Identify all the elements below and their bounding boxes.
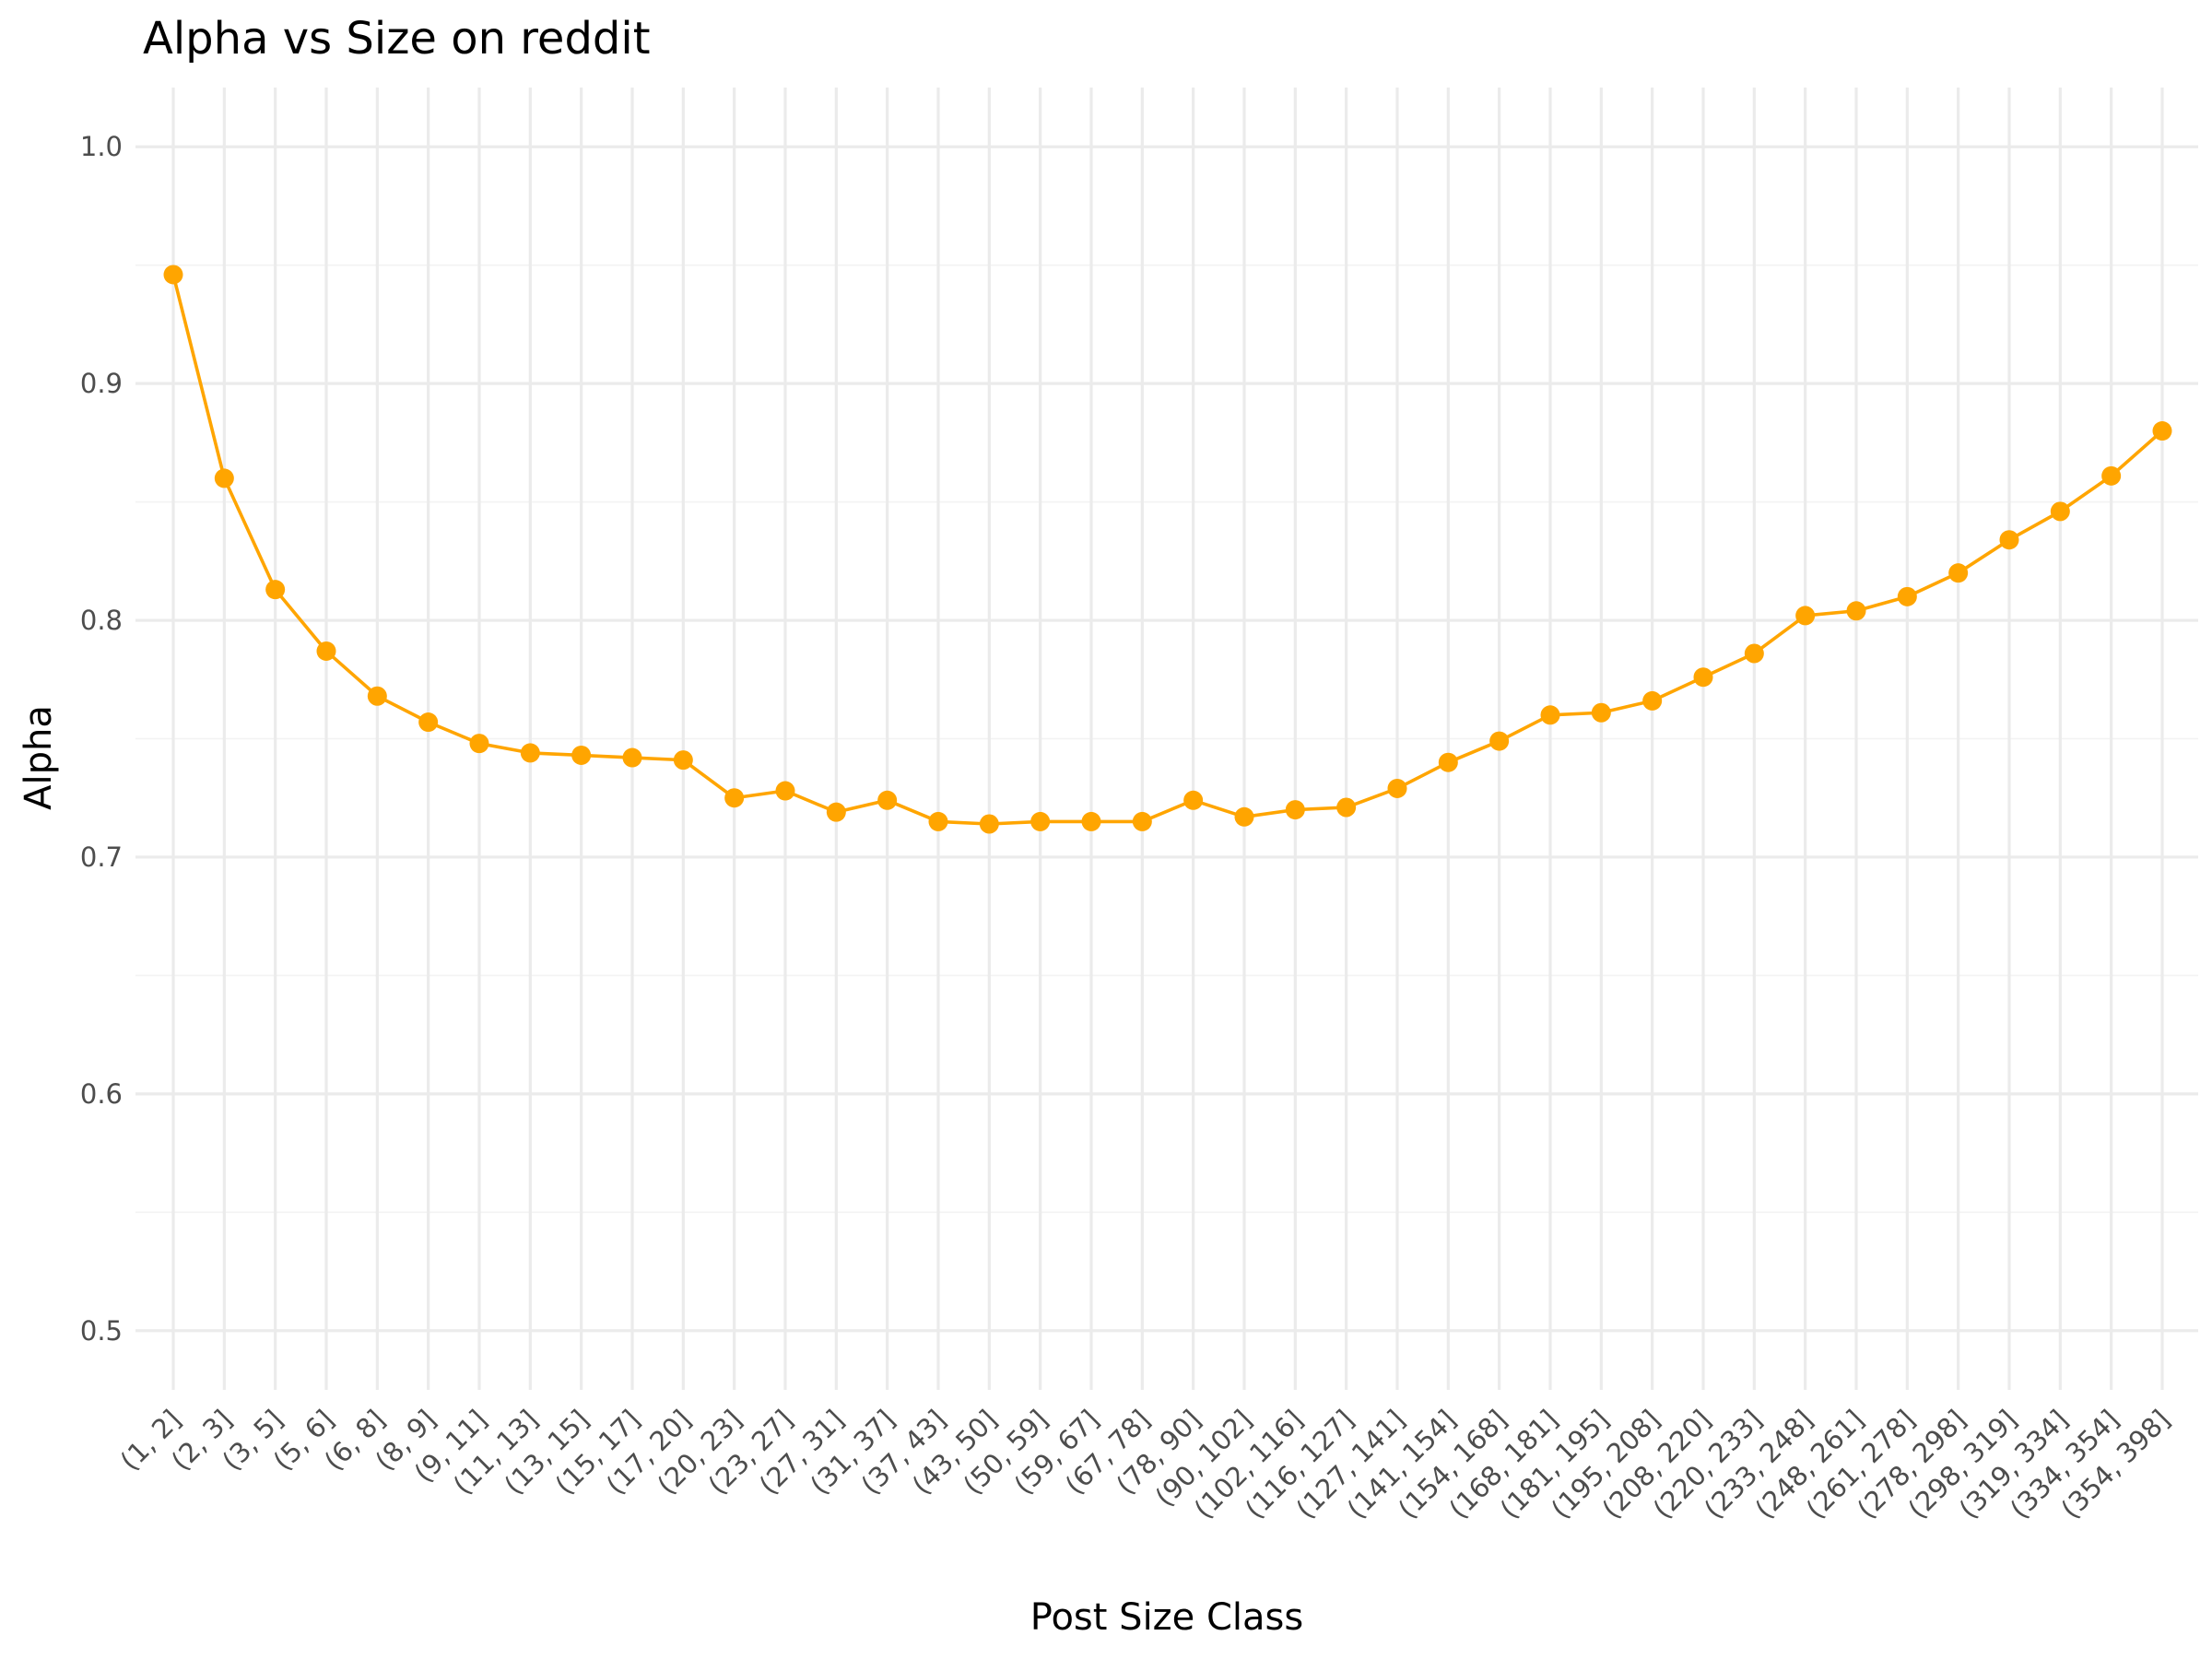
data-point [1081, 811, 1101, 831]
data-point [826, 802, 846, 822]
y-axis-title: Alpha [18, 705, 60, 810]
data-point [1234, 806, 1254, 827]
data-point [1744, 643, 1764, 664]
minor-gridlines [135, 264, 2198, 1214]
data-point [2050, 501, 2070, 522]
data-point [1795, 606, 1816, 626]
data-point [1540, 705, 1560, 725]
data-point [1999, 530, 2019, 550]
chart-title: Alpha vs Size on reddit [143, 13, 651, 65]
data-point [928, 811, 948, 831]
data-point [1030, 811, 1051, 831]
x-axis-tick-labels: (1, 2](2, 3](3, 5](5, 6](6, 8](8, 9](9, … [114, 1404, 2176, 1524]
data-point [1591, 702, 1611, 723]
data-point [1642, 690, 1663, 711]
data-point [520, 743, 540, 763]
data-point [877, 790, 898, 810]
major-gridlines [135, 88, 2198, 1390]
x-axis-title: Post Size Class [1030, 1596, 1303, 1639]
y-tick-label: 0.9 [80, 368, 123, 399]
series-line [171, 273, 2164, 826]
data-point [367, 686, 387, 706]
series-line-group [171, 273, 2164, 826]
y-tick-label: 0.7 [80, 841, 123, 873]
y-tick-label: 0.5 [80, 1315, 123, 1347]
data-point [571, 745, 592, 765]
data-point [2101, 465, 2122, 486]
y-tick-label: 1.0 [80, 131, 123, 162]
data-points [163, 265, 2172, 834]
data-point [316, 641, 336, 661]
data-point [1846, 601, 1866, 621]
data-point [418, 712, 439, 733]
data-point [1897, 586, 1917, 606]
y-axis-tick-labels: 0.5 0.6 0.7 0.8 0.9 1.0 [80, 131, 123, 1347]
data-point [2152, 421, 2172, 441]
data-point [622, 747, 642, 768]
data-point [1183, 790, 1204, 810]
data-point [163, 265, 183, 285]
data-point [469, 734, 489, 754]
data-point [265, 580, 286, 600]
data-point [1132, 811, 1152, 831]
y-tick-label: 0.8 [80, 605, 123, 636]
data-point [1693, 667, 1713, 688]
data-point [775, 781, 795, 801]
y-tick-label: 0.6 [80, 1078, 123, 1110]
data-point [1438, 752, 1458, 772]
data-point [1948, 563, 1969, 583]
data-point [979, 814, 999, 834]
data-point [1336, 797, 1357, 818]
data-point [673, 750, 693, 771]
data-point [1489, 731, 1510, 751]
data-point [724, 788, 745, 808]
data-point [1285, 800, 1305, 820]
data-point [1387, 778, 1407, 798]
data-point [214, 468, 234, 488]
